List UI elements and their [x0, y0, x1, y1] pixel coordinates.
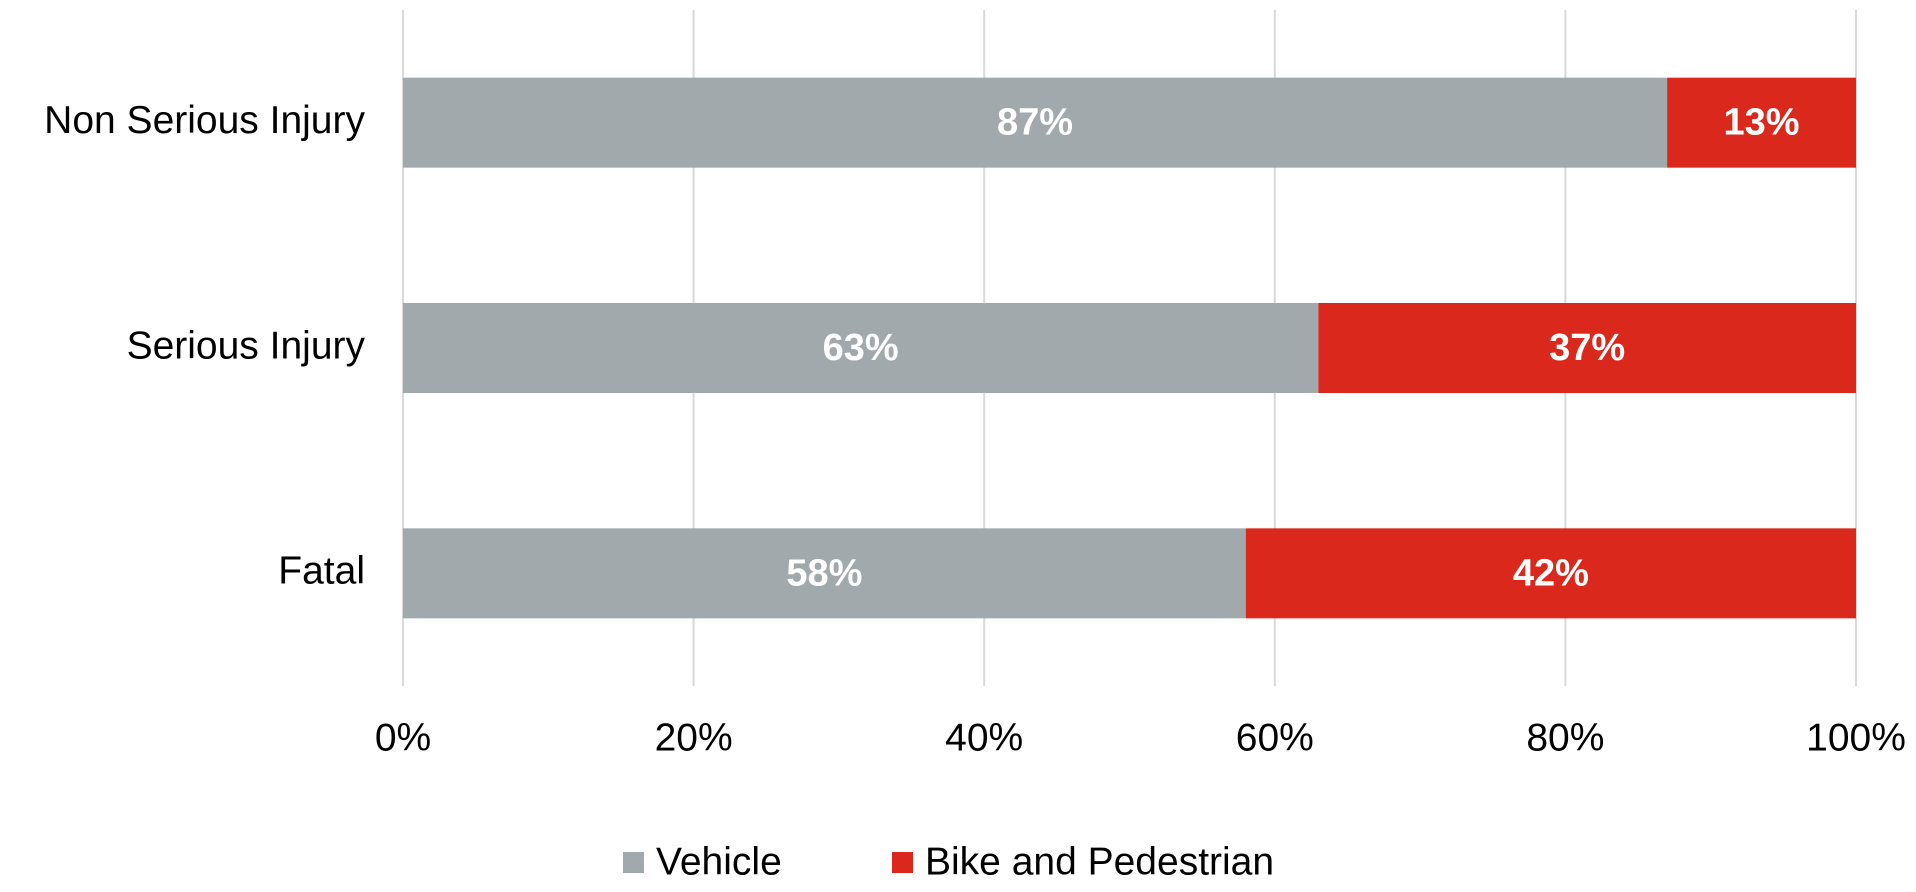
- x-tick-label: 60%: [1236, 716, 1314, 759]
- bar-segment: [1245, 528, 1856, 619]
- value-label: 58%: [786, 552, 862, 594]
- legend-label: Bike and Pedestrian: [925, 840, 1274, 883]
- legend-swatch: [892, 852, 913, 873]
- bar-segment: [403, 77, 1668, 168]
- bar-segment: [403, 303, 1319, 393]
- value-label: 37%: [1549, 327, 1625, 369]
- x-tick-label: 20%: [655, 716, 733, 759]
- x-tick-label: 0%: [375, 716, 431, 759]
- bar-segment: [403, 528, 1246, 619]
- y-tick-label: Serious Injury: [127, 324, 366, 367]
- legend-label: Vehicle: [656, 840, 782, 883]
- legend-swatch: [623, 852, 644, 873]
- value-label: 42%: [1513, 552, 1589, 594]
- y-tick-label: Fatal: [278, 550, 365, 593]
- x-tick-label: 40%: [945, 716, 1023, 759]
- value-label: 63%: [823, 327, 899, 369]
- y-tick-label: Non Serious Injury: [44, 99, 365, 142]
- bar-segment: [1318, 303, 1856, 393]
- x-tick-label: 80%: [1526, 716, 1604, 759]
- x-tick-label: 100%: [1806, 716, 1906, 759]
- value-label: 87%: [997, 102, 1073, 144]
- bar-segment: [1667, 77, 1856, 168]
- value-label: 13%: [1724, 102, 1800, 144]
